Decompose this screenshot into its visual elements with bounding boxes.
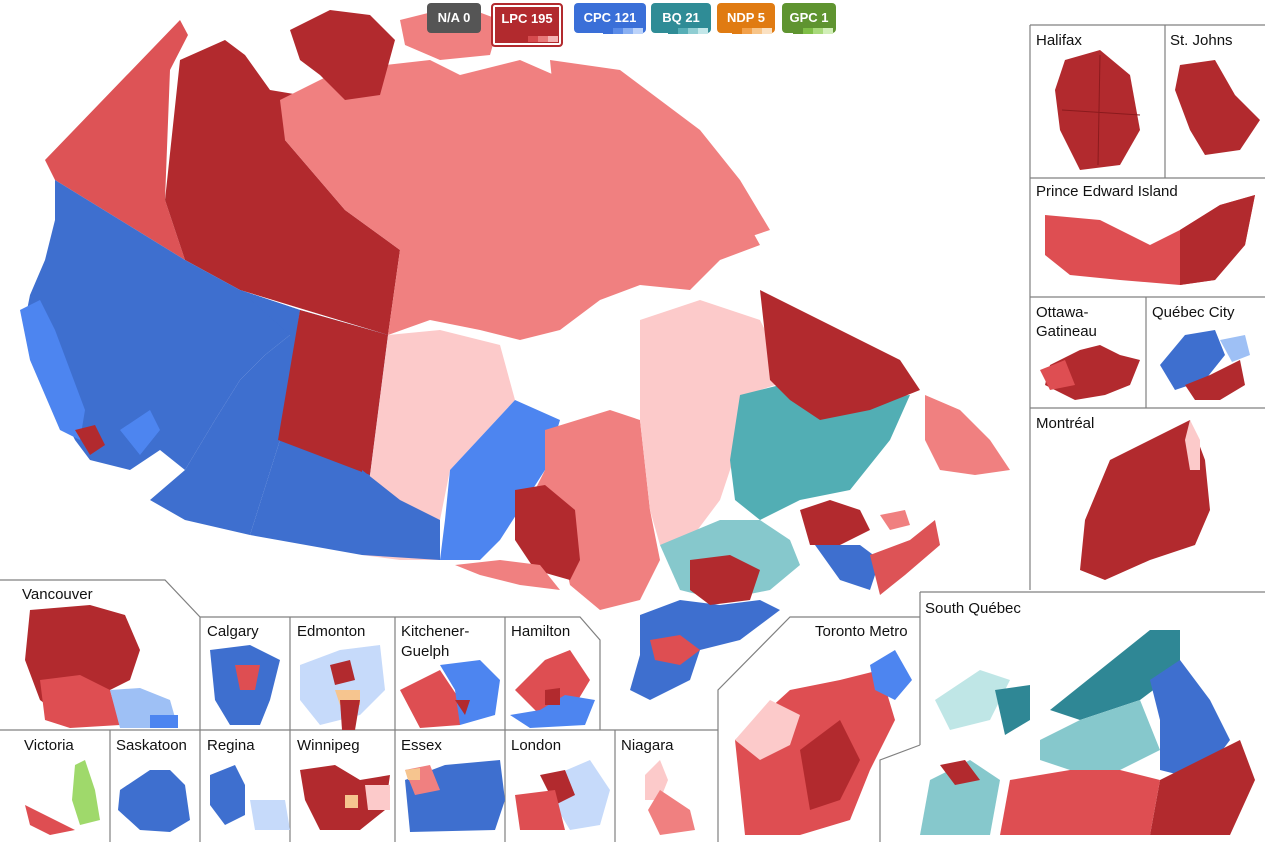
vancouver-label: Vancouver <box>22 586 93 603</box>
inset-london-map[interactable] <box>515 760 610 830</box>
region-south-manitoba[interactable] <box>362 470 440 560</box>
inset-niagara-map[interactable] <box>645 760 695 835</box>
region-north-sask[interactable] <box>278 310 388 475</box>
region-cote-nord[interactable] <box>730 380 910 520</box>
inset-essex-map[interactable] <box>405 760 505 832</box>
party-tab-label: GPC 1 <box>789 10 829 25</box>
region-van-island[interactable] <box>20 300 85 440</box>
london-label: London <box>511 737 561 754</box>
inset-frames <box>0 24 1265 842</box>
inset-stjohns-map[interactable] <box>1175 60 1260 155</box>
party-shade-scale <box>793 28 833 34</box>
montreal-label: Montréal <box>1036 415 1094 432</box>
region-gaspe[interactable] <box>800 500 870 545</box>
party-tab-lpc[interactable]: LPC 195 <box>491 3 563 47</box>
region-labrador[interactable] <box>760 290 920 420</box>
region-thunder-bay[interactable] <box>515 485 580 580</box>
victoria-label: Victoria <box>24 737 74 754</box>
region-southern-ontario[interactable] <box>630 600 780 700</box>
region-ottawa-valley[interactable] <box>690 555 760 605</box>
region-nunavik[interactable] <box>640 300 790 545</box>
saskatoon-label: Saskatoon <box>116 737 187 754</box>
inset-pei-map[interactable] <box>1045 195 1255 285</box>
party-tab-label: N/A 0 <box>437 10 471 25</box>
party-shade-scale <box>603 28 643 34</box>
party-tab-ndp[interactable]: NDP 5 <box>717 3 775 34</box>
inset-winnipeg-map[interactable] <box>300 765 390 830</box>
region-pei-main[interactable] <box>880 510 910 530</box>
party-tab-na[interactable]: N/A 0 <box>427 3 481 33</box>
ottawa-label-line1: Ottawa- <box>1036 304 1089 321</box>
region-newfoundland[interactable] <box>925 395 1010 475</box>
party-tab-label: CPC 121 <box>583 10 637 25</box>
stjohns-label: St. Johns <box>1170 32 1233 49</box>
party-shade-scale <box>518 36 558 42</box>
region-new-brunswick[interactable] <box>815 545 880 590</box>
winnipeg-label: Winnipeg <box>297 737 360 754</box>
south-quebec-label: South Québec <box>925 600 1021 617</box>
region-gta-main[interactable] <box>650 635 700 665</box>
region-alberta[interactable] <box>150 290 300 535</box>
region-north-ontario[interactable] <box>520 410 660 610</box>
calgary-label: Calgary <box>207 623 259 640</box>
toronto-label: Toronto Metro <box>815 623 908 640</box>
party-tab-gpc[interactable]: GPC 1 <box>782 3 836 34</box>
regina-label: Regina <box>207 737 255 754</box>
ottawa-label-line2: Gatineau <box>1036 323 1097 340</box>
region-kenora[interactable] <box>440 400 560 560</box>
region-nova-scotia[interactable] <box>870 520 940 595</box>
edmonton-label: Edmonton <box>297 623 365 640</box>
party-tab-label: LPC 195 <box>501 11 553 26</box>
main-canada-map <box>20 5 1010 700</box>
region-cariboo[interactable] <box>120 410 160 455</box>
kitchener-label-line2: Guelph <box>401 643 449 660</box>
inset-toronto-map[interactable] <box>735 650 912 835</box>
inset-calgary-map[interactable] <box>210 645 280 725</box>
party-tab-cpc[interactable]: CPC 121 <box>574 3 646 34</box>
inset-montreal-map[interactable] <box>1080 420 1210 580</box>
region-baffin[interactable] <box>550 60 770 240</box>
region-sault[interactable] <box>455 560 560 590</box>
essex-label: Essex <box>401 737 442 754</box>
region-nwt[interactable] <box>165 40 400 335</box>
inset-edmonton-map[interactable] <box>300 645 385 730</box>
inset-hamilton-map[interactable] <box>510 650 595 728</box>
region-bc[interactable] <box>25 180 300 470</box>
region-yukon[interactable] <box>45 20 188 260</box>
inset-halifax-map[interactable] <box>1055 50 1141 170</box>
hamilton-label: Hamilton <box>511 623 570 640</box>
party-tab-label: NDP 5 <box>726 10 766 25</box>
niagara-label: Niagara <box>621 737 674 754</box>
quebec-city-label: Québec City <box>1152 304 1235 321</box>
inset-regina-map[interactable] <box>210 765 290 830</box>
party-tab-bq[interactable]: BQ 21 <box>651 3 711 34</box>
halifax-label: Halifax <box>1036 32 1082 49</box>
region-ellesmere[interactable] <box>290 10 395 100</box>
party-shade-scale <box>668 28 708 34</box>
inset-quebec-city-map[interactable] <box>1160 330 1250 400</box>
kitchener-label-line1: Kitchener- <box>401 623 469 640</box>
party-shade-scale <box>732 28 772 34</box>
inset-south-quebec-map[interactable] <box>920 630 1255 835</box>
party-tab-label: BQ 21 <box>662 10 700 25</box>
inset-ottawa-map[interactable] <box>1040 345 1140 400</box>
inset-kitchener-map[interactable] <box>400 660 500 728</box>
inset-saskatoon-map[interactable] <box>118 770 190 832</box>
inset-vancouver-map[interactable] <box>25 605 178 728</box>
pei-label: Prince Edward Island <box>1036 183 1178 200</box>
inset-victoria-map[interactable] <box>25 760 100 835</box>
region-lower-mainland[interactable] <box>75 425 105 455</box>
